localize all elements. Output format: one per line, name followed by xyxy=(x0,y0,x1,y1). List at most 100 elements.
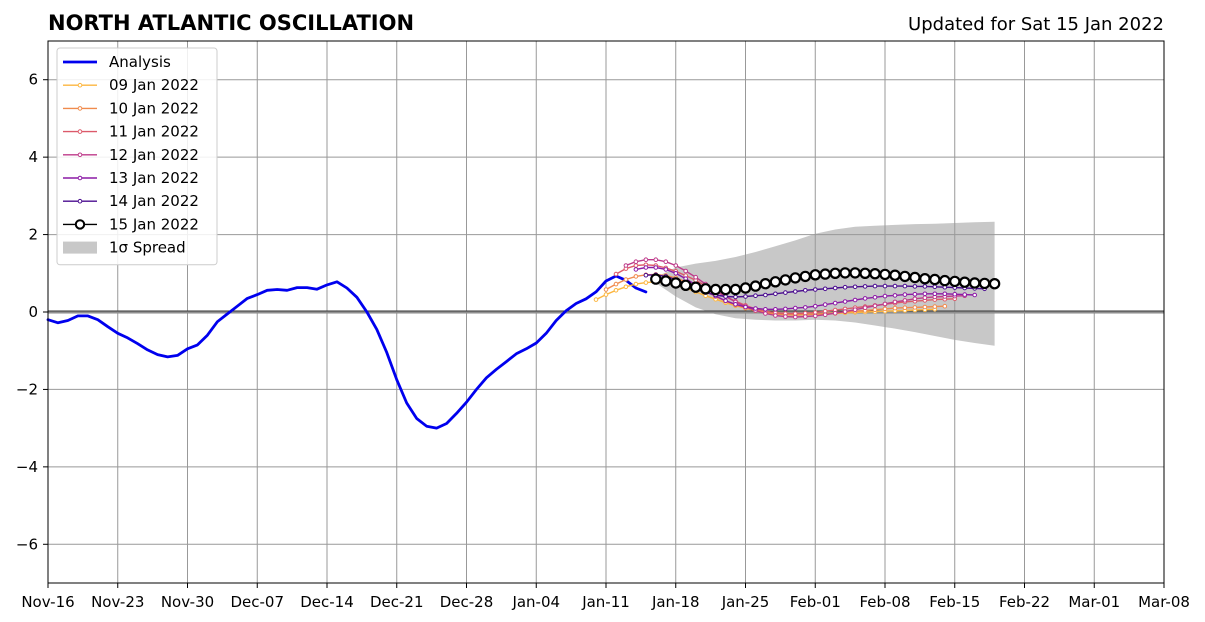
legend-box xyxy=(56,47,218,266)
legend-item: 10 Jan 2022 xyxy=(63,99,199,117)
forecast-point xyxy=(902,298,908,303)
legend-marker xyxy=(77,198,83,204)
forecast-point xyxy=(813,303,818,309)
legend-label: 10 Jan 2022 xyxy=(109,99,199,117)
x-tick-label: Feb-01 xyxy=(790,593,841,611)
forecast-point xyxy=(902,292,908,297)
x-tick-label: Nov-23 xyxy=(91,593,144,611)
forecast-point xyxy=(819,268,831,280)
forecast-point xyxy=(793,289,798,294)
forecast-point xyxy=(653,265,659,270)
forecast-point xyxy=(680,279,692,291)
forecast-point xyxy=(603,292,609,297)
forecast-point xyxy=(773,313,778,318)
forecast-point xyxy=(643,257,649,263)
x-tick-label: Nov-30 xyxy=(161,593,214,611)
forecast-point xyxy=(872,307,878,313)
forecast-point xyxy=(773,291,778,297)
forecast-point xyxy=(769,276,782,288)
chart-subtitle: Updated for Sat 15 Jan 2022 xyxy=(908,14,1164,35)
forecast-point xyxy=(739,282,752,294)
spread-layer xyxy=(655,221,995,346)
x-tick-label: Feb-15 xyxy=(929,593,980,611)
forecast-point xyxy=(832,300,838,306)
forecast-point xyxy=(670,277,682,289)
forecast-point xyxy=(783,290,788,295)
forecast-point xyxy=(789,272,802,284)
analysis-line xyxy=(46,274,648,430)
forecast-point xyxy=(872,283,878,289)
forecast-point xyxy=(623,263,629,268)
forecast-point xyxy=(929,273,941,286)
legend-item: 14 Jan 2022 xyxy=(63,192,199,210)
forecast-point xyxy=(723,294,728,299)
axes-layer: Nov-16 Nov-23 Nov-30 Dec-07 Dec-14 Dec-21 Dec-… xyxy=(16,40,1190,611)
legend-marker xyxy=(77,129,83,134)
forecast-point xyxy=(892,299,898,305)
series-15-jan-2022 xyxy=(650,267,1001,296)
forecast-point xyxy=(719,283,732,296)
forecast-point xyxy=(879,268,891,281)
forecast-point xyxy=(859,267,871,279)
forecast-point xyxy=(803,314,808,319)
legend-item: 15 Jan 2022 xyxy=(63,215,199,233)
forecast-point xyxy=(779,274,792,286)
spread-band xyxy=(655,221,995,346)
x-tick-label: Dec-21 xyxy=(370,593,424,611)
forecast-point xyxy=(862,305,868,311)
forecast-point xyxy=(952,291,958,297)
legend-item: 09 Jan 2022 xyxy=(63,76,199,94)
forecast-point xyxy=(902,283,908,289)
forecast-point xyxy=(660,275,672,287)
legend-swatch xyxy=(63,241,97,254)
forecast-point xyxy=(623,284,629,290)
legend-item: 12 Jan 2022 xyxy=(63,146,199,164)
forecast-point xyxy=(729,283,742,296)
forecast-point xyxy=(733,302,738,307)
forecast-point xyxy=(872,295,878,300)
forecast-point xyxy=(693,274,699,280)
forecast-point xyxy=(683,268,689,274)
forecast-point xyxy=(753,306,758,311)
forecast-point xyxy=(869,268,881,280)
forecast-point xyxy=(743,294,748,299)
x-tick-label: Feb-08 xyxy=(859,593,910,611)
forecast-point xyxy=(783,306,788,312)
x-tick-label: Jan-18 xyxy=(651,593,700,611)
x-tick-label: Jan-04 xyxy=(511,593,560,611)
legend-label: 09 Jan 2022 xyxy=(109,76,199,94)
forecast-point xyxy=(633,263,639,268)
forecast-point xyxy=(822,312,828,318)
forecast-point xyxy=(899,270,911,283)
legend: Analysis 09 Jan 2022 10 Jan 2022 11 Jan 202… xyxy=(56,47,218,266)
forecast-point xyxy=(902,305,908,311)
forecast-point xyxy=(978,277,991,290)
forecast-point xyxy=(892,283,898,289)
forecast-point xyxy=(803,288,808,293)
forecast-point xyxy=(613,288,619,293)
chart-title: NORTH ATLANTIC OSCILLATION xyxy=(48,11,414,35)
forecast-point xyxy=(922,304,928,310)
forecast-point xyxy=(623,277,629,282)
forecast-point xyxy=(673,271,679,276)
legend-label: Analysis xyxy=(109,53,171,71)
forecast-point xyxy=(912,284,918,289)
forecast-point xyxy=(919,273,931,285)
x-tick-label: Dec-14 xyxy=(300,593,354,611)
y-tick-label: −6 xyxy=(16,535,38,553)
forecast-point xyxy=(912,291,918,297)
x-tick-label: Jan-11 xyxy=(581,593,630,611)
legend-item: 13 Jan 2022 xyxy=(63,169,199,187)
forecast-point xyxy=(842,299,848,304)
forecast-point xyxy=(699,283,712,295)
forecast-point xyxy=(663,259,669,265)
forecast-point xyxy=(832,310,838,316)
forecast-point xyxy=(809,269,822,281)
forecast-point xyxy=(988,278,1001,290)
forecast-point xyxy=(813,313,818,319)
forecast-point xyxy=(842,309,848,314)
y-tick-label: 0 xyxy=(28,303,38,321)
forecast-point xyxy=(690,281,702,293)
forecast-point xyxy=(862,296,868,301)
